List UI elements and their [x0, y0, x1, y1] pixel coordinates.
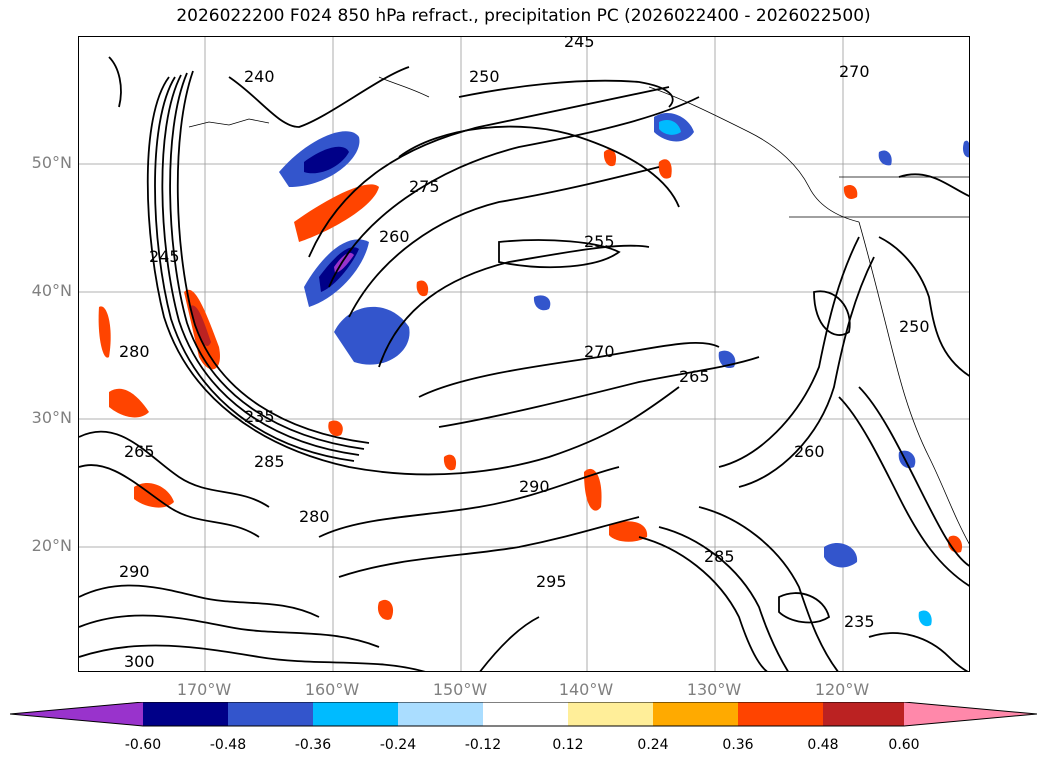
- colorbar-segment: [653, 702, 738, 726]
- lat-label: 20°N: [31, 536, 72, 555]
- colorbar: [10, 702, 1037, 727]
- contour-label: 255: [584, 232, 615, 251]
- lon-label: 120°W: [814, 680, 870, 699]
- colorbar-segment: [398, 702, 483, 726]
- contour-label: 235: [844, 612, 875, 631]
- colorbar-outline: [10, 702, 1037, 727]
- colorbar-tick-label: -0.60: [124, 737, 162, 753]
- contour-label: 260: [794, 442, 825, 461]
- contour-lines: [79, 56, 969, 671]
- contour-label: 290: [119, 562, 150, 581]
- contour-label: 250: [469, 67, 500, 86]
- contour-label: 285: [704, 547, 735, 566]
- colorbar-segment: [228, 702, 313, 726]
- contour-label: 245: [149, 247, 180, 266]
- colorbar-tick-label: 0.48: [807, 737, 839, 753]
- contour-label: 240: [244, 67, 275, 86]
- colorbar-segment: [143, 702, 228, 726]
- colorbar-tick-label: 0.24: [637, 737, 669, 753]
- map-canvas: 240 245 250 270 255 260 275 245 280 235 …: [79, 37, 969, 671]
- contour-label: 275: [409, 177, 440, 196]
- precip-shading: [98, 112, 969, 627]
- lon-label: 170°W: [176, 680, 232, 699]
- map-panel: 240 245 250 270 255 260 275 245 280 235 …: [78, 36, 970, 672]
- lon-label: 130°W: [686, 680, 742, 699]
- lon-label: 140°W: [558, 680, 614, 699]
- figure-title: 2026022200 F024 850 hPa refract., precip…: [176, 6, 871, 26]
- contour-label: 270: [584, 342, 615, 361]
- contour-label: 245: [564, 37, 595, 51]
- lat-label: 40°N: [31, 281, 72, 300]
- contour-label: 250: [899, 317, 930, 336]
- lat-label: 30°N: [31, 408, 72, 427]
- contour-label: 290: [519, 477, 550, 496]
- colorbar-tick-label: 0.60: [888, 737, 920, 753]
- contour-label: 235: [244, 407, 275, 426]
- contour-label: 270: [839, 62, 870, 81]
- colorbar-tick-label: -0.12: [464, 737, 502, 753]
- contour-label: 265: [124, 442, 155, 461]
- colorbar-tick-label: 0.12: [552, 737, 584, 753]
- colorbar-tick-label: -0.48: [209, 737, 247, 753]
- lat-label: 50°N: [31, 153, 72, 172]
- colorbar-segment: [313, 702, 398, 726]
- contour-label: 260: [379, 227, 410, 246]
- colorbar-tick-label: -0.36: [294, 737, 332, 753]
- contour-label: 295: [536, 572, 567, 591]
- contour-label-group: 240 245 250 270 255 260 275 245 280 235 …: [119, 37, 930, 671]
- colorbar-segment: [10, 702, 143, 726]
- colorbar-segment: [483, 702, 568, 726]
- lon-label: 150°W: [432, 680, 488, 699]
- contour-label: 280: [299, 507, 330, 526]
- colorbar-segment: [568, 702, 653, 726]
- contour-label: 280: [119, 342, 150, 361]
- colorbar-tick-label: -0.24: [379, 737, 417, 753]
- contour-label: 265: [679, 367, 710, 386]
- lon-label: 160°W: [304, 680, 360, 699]
- colorbar-segment: [738, 702, 823, 726]
- contour-label: 300: [124, 652, 155, 671]
- colorbar-tick-label: 0.36: [722, 737, 754, 753]
- contour-label: 285: [254, 452, 285, 471]
- coastline: [188, 76, 969, 545]
- colorbar-segment: [904, 702, 1037, 726]
- colorbar-segment: [823, 702, 904, 726]
